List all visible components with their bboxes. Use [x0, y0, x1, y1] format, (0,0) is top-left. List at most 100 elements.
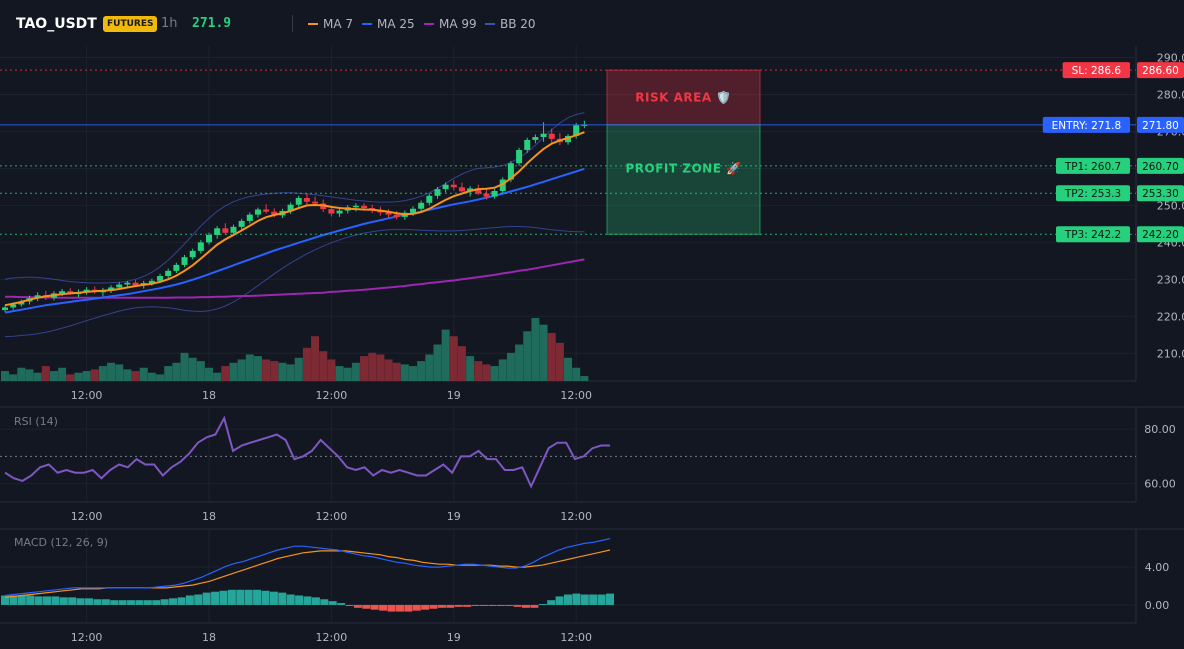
legend-bb20-label: BB 20 — [500, 17, 536, 31]
ma99-swatch — [424, 22, 434, 25]
level-axis-tag-tp — [1137, 226, 1184, 243]
time-label-0: 12:00 — [560, 389, 592, 402]
macd-histogram-bar — [76, 598, 85, 605]
volume-bar — [139, 367, 148, 381]
legend-ma7-label: MA 7 — [323, 17, 354, 31]
time-label-2: 12:00 — [316, 631, 348, 644]
candle-body — [442, 184, 449, 190]
volume-bar — [278, 362, 287, 381]
macd-histogram-bar — [412, 604, 421, 611]
legend-bb20[interactable]: BB 20 — [485, 15, 536, 33]
level-axis-tag-sl — [1137, 62, 1184, 79]
level-axis-tag-tp — [1137, 185, 1184, 202]
candle-body — [287, 204, 294, 211]
level-tag-label: ENTRY: 271.8 — [1052, 120, 1121, 132]
macd-histogram-bar — [202, 592, 211, 605]
candle-body — [303, 198, 310, 202]
candle-body — [206, 234, 212, 243]
candle-body — [18, 301, 25, 305]
time-label-0: 19 — [447, 389, 461, 402]
candle-body — [524, 139, 531, 150]
macd-histogram-bar — [454, 604, 463, 607]
macd-histogram-bar — [1, 595, 9, 605]
ma25-line — [4, 167, 585, 314]
bb-lower-line — [4, 226, 585, 338]
candle-body — [426, 195, 433, 203]
legend-ma99[interactable]: MA 99 — [424, 15, 477, 33]
volume-bar — [580, 376, 589, 381]
volume-bar — [474, 361, 483, 381]
candle-body — [295, 198, 302, 205]
level-axis-label: 286.60 — [1142, 65, 1179, 77]
volume-bar — [221, 366, 230, 381]
volume-bar — [466, 356, 475, 381]
price-tick-label: 290.00 — [1157, 52, 1184, 65]
candle-body — [214, 228, 221, 235]
macd-histogram-bar — [345, 604, 354, 606]
volume-bar — [66, 374, 75, 381]
volume-bar — [82, 371, 91, 381]
candle-body — [132, 282, 139, 286]
volume-bar — [441, 329, 450, 381]
macd-histogram-bar — [328, 601, 337, 605]
candle-body — [124, 282, 131, 285]
volume-bar — [425, 354, 434, 381]
macd-histogram-bar — [295, 595, 304, 605]
macd-histogram-bar — [93, 599, 102, 605]
legend-ma7[interactable]: MA 7 — [308, 15, 353, 33]
volume-bar — [449, 336, 458, 381]
macd-histogram-bar — [194, 594, 203, 605]
candle-body — [230, 226, 237, 233]
macd-tick-label: 4.00 — [1145, 561, 1170, 574]
volume-bar — [156, 374, 165, 381]
candle-body — [516, 149, 523, 164]
level-tag-tp — [1056, 226, 1130, 243]
macd-histogram-bar — [429, 604, 438, 609]
macd-histogram-bar — [538, 604, 547, 605]
profit-zone-label: PROFIT ZONE 🚀 — [625, 161, 741, 175]
legend-ma25[interactable]: MA 25 — [362, 15, 415, 33]
macd-histogram-bar — [320, 599, 329, 605]
timeframe-selector[interactable]: 1h — [161, 16, 178, 31]
candle-body — [385, 212, 392, 215]
volume-bar — [384, 359, 393, 381]
candle-body — [328, 209, 335, 214]
volume-bars — [1, 318, 589, 381]
volume-bar — [335, 366, 344, 381]
price-tick-label: 210.00 — [1157, 347, 1184, 360]
macd-histogram-bar — [488, 604, 497, 606]
macd-histogram-bar — [530, 604, 539, 608]
symbol-name[interactable]: TAO_USDT — [16, 16, 97, 32]
macd-histogram-bar — [244, 589, 253, 605]
macd-histogram-bar — [589, 594, 598, 605]
volume-bar — [49, 371, 58, 381]
macd-histogram-bar — [219, 590, 228, 605]
candle-body — [393, 214, 400, 217]
macd-histogram-bar — [471, 604, 480, 606]
volume-bar — [433, 344, 442, 381]
volume-bar — [33, 372, 42, 381]
candle-body — [532, 137, 539, 140]
macd-histogram-bar — [479, 604, 488, 606]
volume-bar — [9, 374, 18, 381]
time-label-0: 12:00 — [316, 389, 348, 402]
futures-badge: FUTURES — [103, 16, 158, 32]
macd-histogram-bar — [261, 590, 270, 605]
macd-histogram-bar — [68, 597, 77, 605]
volume-bar — [245, 354, 254, 381]
level-tag-label: SL: 286.6 — [1072, 65, 1122, 77]
volume-bar — [302, 347, 311, 381]
volume-bar — [131, 371, 140, 381]
rsi-tick-label: 80.00 — [1144, 423, 1176, 436]
volume-bar — [253, 356, 262, 381]
level-axis-tag-entry — [1137, 116, 1184, 133]
time-label-2: 18 — [202, 631, 216, 644]
rsi-tick-label: 60.00 — [1144, 478, 1176, 491]
macd-histogram-bar — [311, 597, 320, 605]
volume-bar — [343, 367, 352, 381]
legend-ma99-label: MA 99 — [439, 17, 477, 31]
macd-histogram-bar — [110, 600, 119, 605]
time-label-2: 12:00 — [71, 631, 103, 644]
volume-bar — [564, 357, 573, 381]
